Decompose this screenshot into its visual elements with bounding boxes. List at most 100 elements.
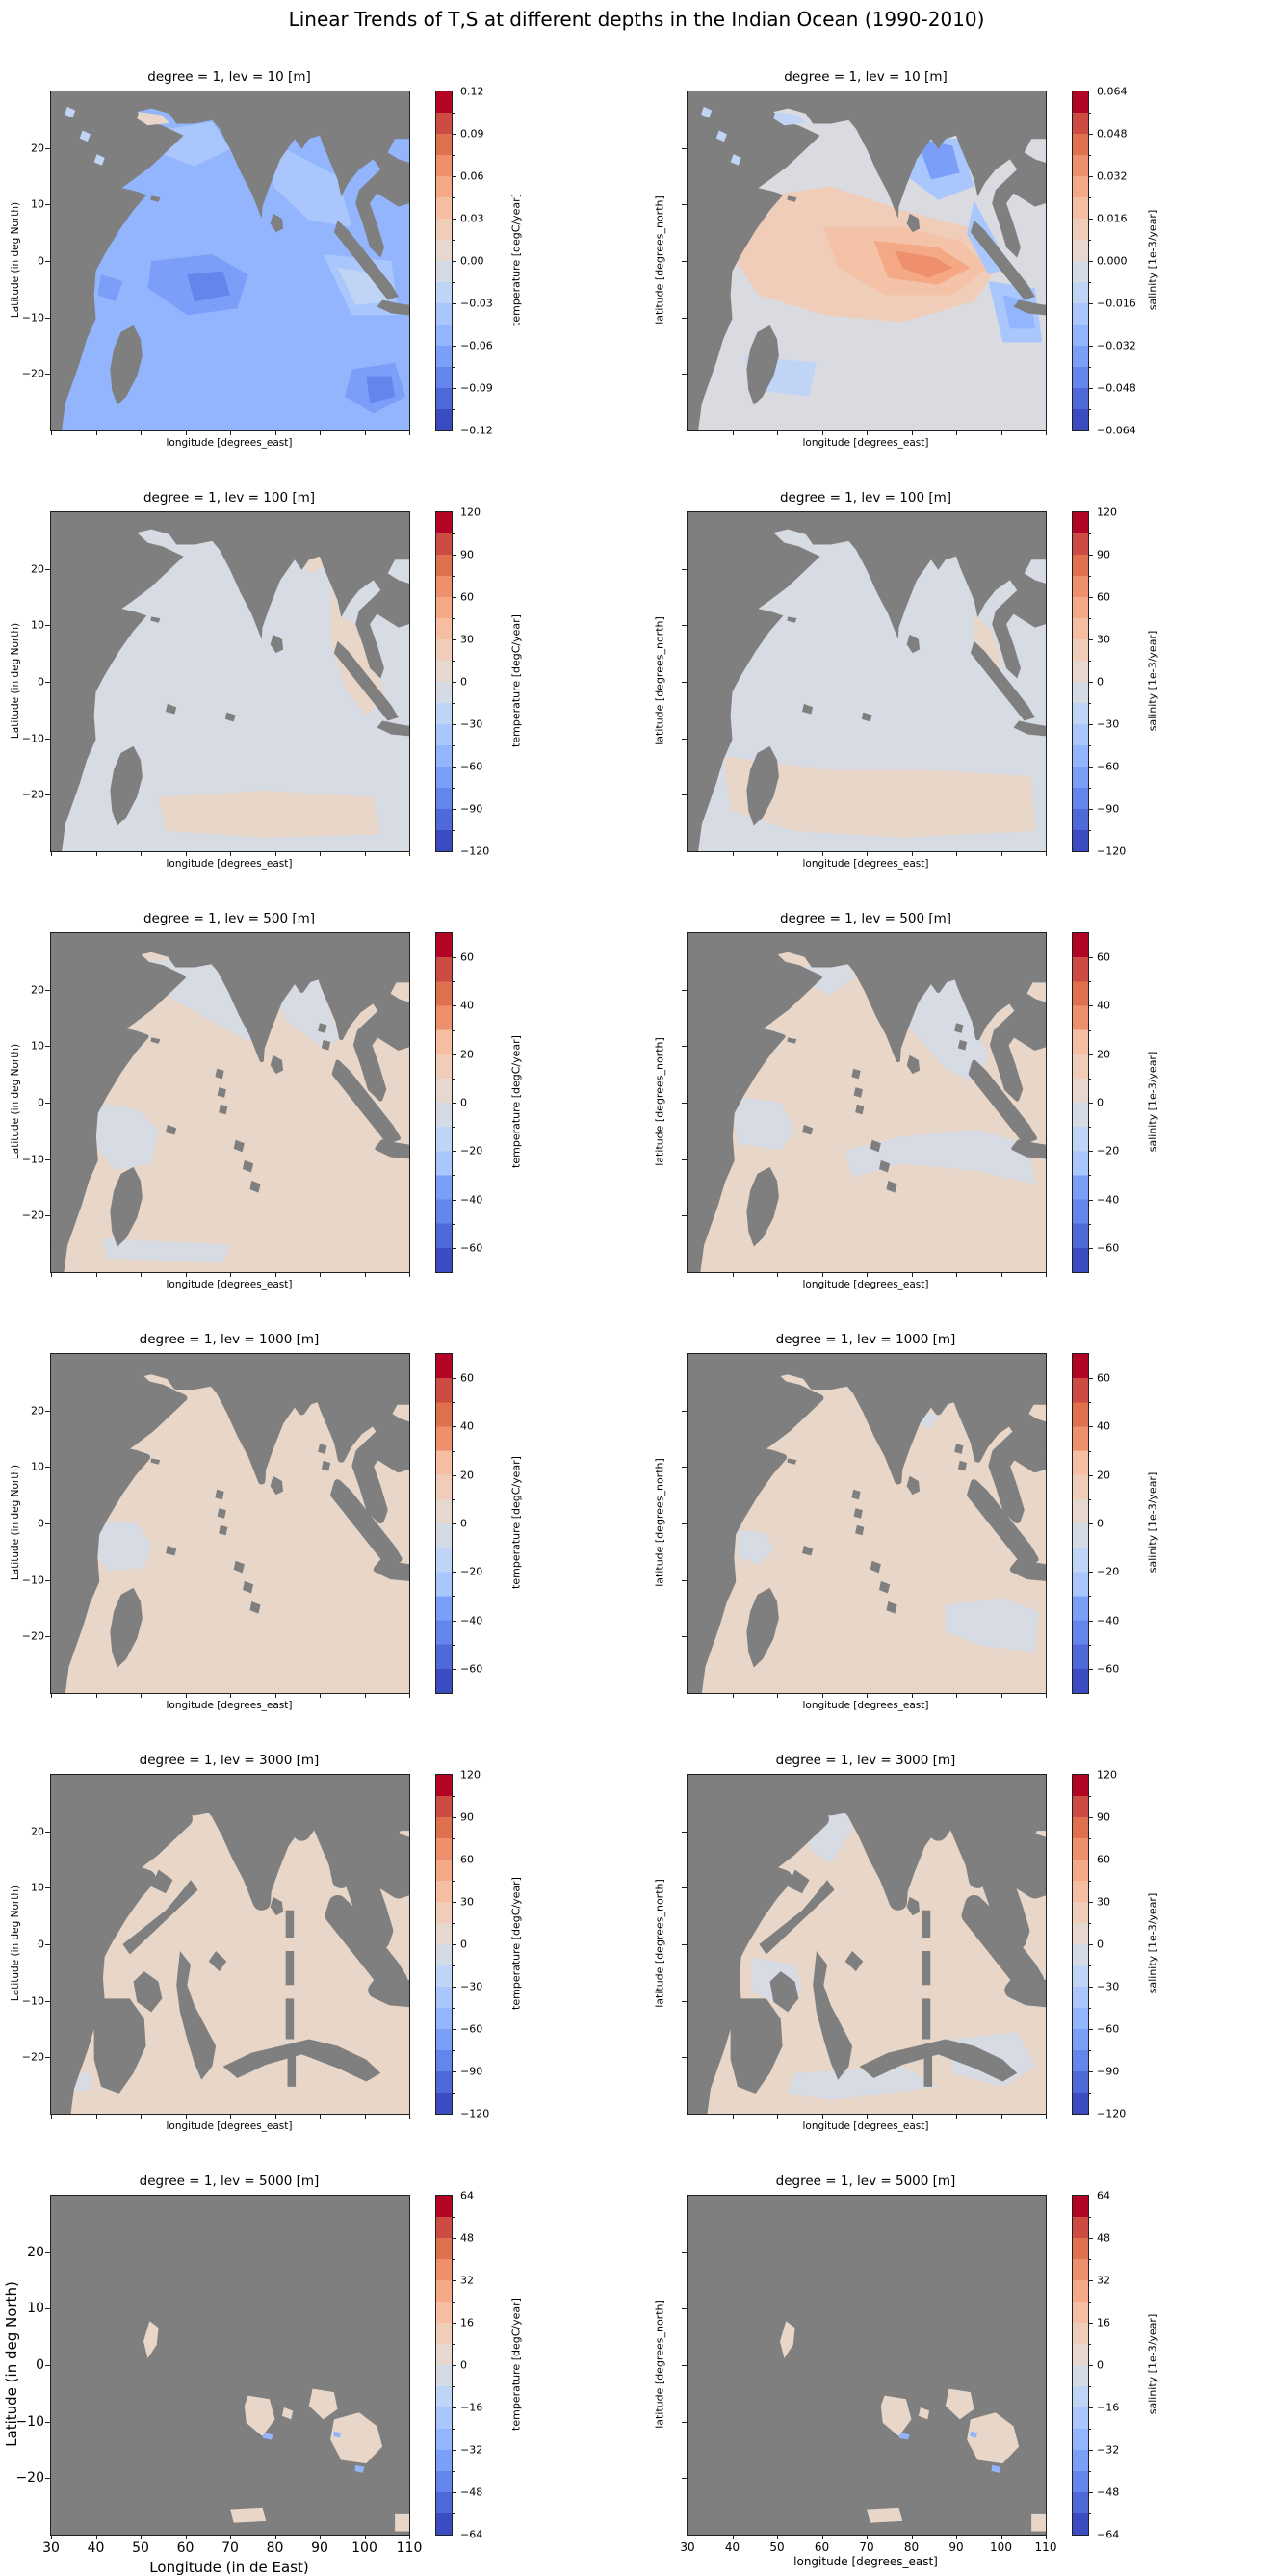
x-tickmark [364,1694,366,1698]
colorbar-tickmark [452,1199,456,1201]
colorbar-tickmark [452,1247,456,1249]
colorbar-tickmark [452,1817,456,1818]
land-mask-detail [166,703,177,715]
colorbar-tickmark [452,219,456,220]
colorbar-tick-label: −30 [1097,1980,1120,1993]
x-axis-label: Longitude (in de East) [149,2559,309,2576]
x-tickmark [274,431,276,435]
colorbar-tick-label: −30 [1097,717,1120,731]
land-mask-detail [730,154,741,166]
colorbar-tick-label: −0.12 [460,424,493,437]
colorbar-tickmark [452,2386,455,2387]
colorbar-tickmark [452,809,456,810]
land-mask [787,1458,797,1465]
land-mask-detail [886,1600,897,1614]
x-tickmark [1046,1273,1047,1277]
colorbar-tickmark [1088,2050,1091,2051]
colorbar-tick-label: 120 [460,506,481,519]
colorbar-tickmark [1088,240,1091,241]
colorbar-tickmark [1088,261,1093,262]
colorbar-tickmark [1088,576,1091,577]
land-mask-detail [285,1910,295,1938]
colorbar-tickmark [452,1644,455,1646]
x-tick-label: 80 [903,2540,920,2554]
x-axis-label: longitude [degrees_east] [793,2555,938,2568]
y-tickmark [682,2308,687,2310]
colorbar-tickmark [1088,1923,1091,1924]
land-mask-detail [773,112,806,126]
panel-title: degree = 1, lev = 5000 [m] [139,2173,320,2189]
y-tick-label: −20 [21,1629,44,1643]
colorbar-tickmark [1088,113,1091,114]
colorbar-tick-label: −120 [460,845,490,858]
land-mask [688,91,1046,430]
y-tickmark [45,682,50,683]
colorbar-tick-label: 0 [1097,1517,1104,1530]
x-axis-label: longitude [degrees_east] [166,1279,293,1290]
colorbar-tick-label: 60 [460,590,474,604]
land-mask-detail [217,1087,226,1098]
land-mask-detail [759,1880,835,1955]
y-tickmark [45,2057,50,2059]
abyssal-patch [308,2388,338,2420]
subplot-panel-s5000: degree = 1, lev = 5000 [m] 30 40 50 60 70 80 90… [636,2148,1273,2569]
colorbar-tick-label: 48 [1097,2231,1110,2245]
x-tickmark [1046,852,1047,856]
x-tickmark [821,431,823,435]
y-tickmark [45,1215,50,1217]
colorbar-tick-label: 0.12 [460,85,484,98]
y-tickmark [45,2251,50,2253]
land-mask-detail [813,1951,853,2080]
colorbar-tick-label: −40 [460,1614,483,1627]
abyssal-patch [880,2395,912,2436]
contour-field-region [895,250,953,278]
colorbar-tick-label: 32 [1097,2274,1110,2287]
colorbar-tickmark [452,2280,456,2281]
colorbar-tickmark [452,2429,455,2430]
colorbar-axis-label: temperature [degC/year] [509,2298,523,2431]
x-tickmark [1000,852,1002,856]
y-tick-label: −20 [21,788,44,801]
subplot-panel-t10: degree = 1, lev = 10 [m] 20 10 0 −10 −20 longi… [0,44,636,465]
y-tick-label: −20 [21,1209,44,1222]
x-tickmark [867,2536,868,2539]
land-mask-detail [886,1180,897,1193]
x-tick-label: 30 [680,2540,695,2554]
colorbar-tick-label: 0 [1097,675,1104,689]
land-mask [110,325,143,405]
y-tick-label: 10 [31,1039,44,1053]
x-tickmark [732,1694,734,1698]
x-tickmark [141,431,142,435]
colorbar-tickmark [1088,1029,1091,1031]
x-tick-label: 40 [724,2540,740,2554]
colorbar-tickmark [1088,1620,1093,1622]
colorbar-tickmark [1088,1838,1091,1839]
contour-field-region [93,1103,159,1171]
colorbar-tickmark [452,1498,455,1500]
colorbar-tick-label: −0.048 [1097,381,1136,395]
x-tickmark [867,1694,868,1698]
colorbar-tick-label: −40 [460,1193,483,1207]
land-mask [688,512,1046,851]
y-tickmark [45,738,50,740]
colorbar-tickmark [452,1965,455,1966]
x-tickmark [911,1694,913,1698]
x-tickmark [320,1694,321,1698]
x-tickmark [274,1273,276,1277]
colorbar-tick-label: 16 [460,2316,474,2329]
x-tickmark [867,2115,868,2119]
land-mask-detail [954,1444,964,1454]
y-axis-label: latitude [degrees_north] [653,195,666,325]
land-mask [906,1896,921,1916]
colorbar-tick-label: 60 [460,950,474,964]
y-tick-label: −10 [21,1153,44,1166]
colorbar-axis-label: salinity [1e-3/year] [1146,1471,1159,1574]
ocean-base [688,2196,1046,2535]
y-tickmark [45,568,50,570]
y-tick-label: −10 [21,1994,44,2008]
land-mask [270,1054,284,1075]
y-tickmark [45,147,50,149]
land-mask [970,640,1035,721]
y-tickmark [45,1523,50,1524]
y-axis-label: latitude [degrees_north] [653,2300,666,2429]
